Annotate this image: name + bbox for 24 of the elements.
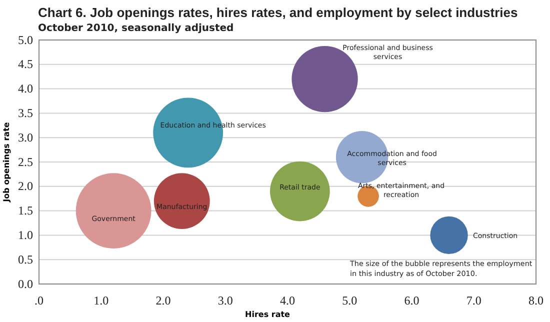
y-tick-label: 5.0 (18, 32, 33, 47)
y-tick-label: 4.0 (18, 82, 33, 96)
x-tick-label: 3.0 (218, 294, 233, 308)
y-tick-label: 1.5 (18, 204, 33, 218)
x-tick-label: 2.0 (156, 294, 171, 308)
chart-title: Chart 6. Job openings rates, hires rates, and employment by select industries (38, 5, 518, 20)
x-tick-label: 1.0 (94, 294, 109, 308)
x-tick-label: 5.0 (342, 294, 358, 308)
x-tick-label: 7.0 (466, 294, 482, 308)
y-axis-title: Job openings rate (2, 122, 11, 203)
y-tick-label: 3.5 (18, 106, 33, 120)
x-tick-label: .0 (34, 294, 44, 308)
y-tick-label: 2.0 (18, 179, 33, 194)
y-tick-label: 0.5 (18, 252, 33, 266)
y-tick-label: 0.0 (18, 276, 33, 291)
chart-subtitle: October 2010, seasonally adjusted (38, 23, 234, 34)
x-tick-label: 8.0 (528, 294, 544, 308)
x-tick-label: 6.0 (404, 294, 420, 308)
y-tick-label: 2.5 (18, 154, 33, 169)
x-axis-title: Hires rate (245, 310, 291, 319)
x-tick-label: 4.0 (280, 294, 295, 308)
y-tick-label: 4.5 (18, 57, 33, 72)
y-tick-label: 3.0 (18, 130, 33, 144)
y-tick-label: 1.0 (18, 228, 33, 242)
